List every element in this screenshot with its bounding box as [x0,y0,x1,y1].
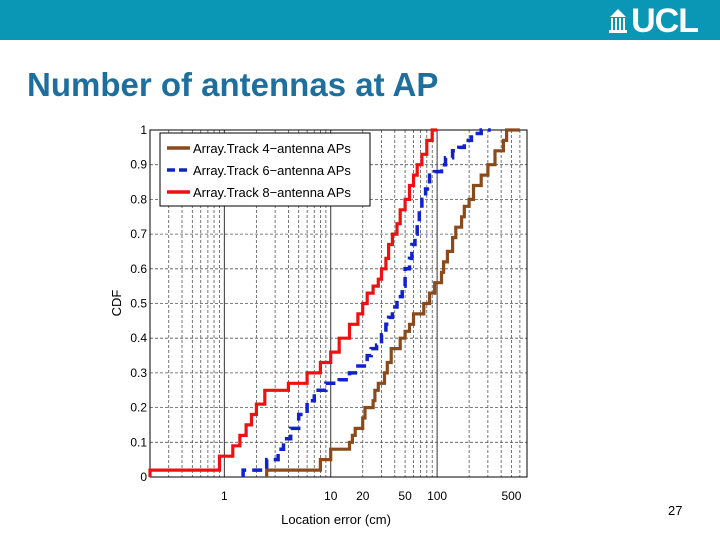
logo-text: UCL [631,2,699,40]
legend-label-3: Array.Track 8−antenna APs [193,185,351,200]
plot-frame [149,129,528,478]
ucl-logo: UCL [609,2,699,40]
x-tick-label: 1 [221,489,228,503]
page-number: 27 [668,503,683,518]
y-tick-label: 0.5 [130,297,147,311]
y-tick-label: 0.4 [130,331,147,345]
legend-label-2: Array.Track 6−antenna APs [193,163,351,178]
x-tick-label: 20 [356,489,370,503]
y-tick-label: 0.2 [130,401,147,415]
portico-icon [609,9,628,33]
series-line-3 [148,128,438,477]
x-tick-label: 50 [398,489,412,503]
tick-labels: 1 10 20 50 100 500 0 0.1 0.2 0.3 0.4 0.5 0.6 0.7 0.8 0.… [130,123,521,503]
legend-label-1: Array.Track 4−antenna APs [193,141,351,156]
y-tick-label: 0.9 [130,158,147,172]
x-axis-label: Location error (cm) [281,512,391,527]
series-layer [148,128,520,477]
y-tick-label: 1 [140,123,147,137]
series-line-1 [265,128,520,477]
y-tick-label: 0.7 [130,227,147,241]
y-tick-label: 0 [140,470,147,484]
y-tick-label: 0.6 [130,262,147,276]
y-tick-label: 0.8 [130,192,147,206]
x-tick-label: 500 [501,489,521,503]
y-tick-label: 0.3 [130,366,147,380]
y-tick-label: 0.1 [130,435,147,449]
x-tick-label: 10 [324,489,338,503]
legend-box [159,132,371,207]
header-bar: UCL [0,0,720,40]
slide-title: Number of antennas at AP [27,66,439,103]
legend: Array.Track 4−antenna APs Array.Track 6−a… [159,132,371,207]
y-axis-label: CDF [109,290,124,317]
series-line-2 [241,128,491,477]
x-tick-label: 100 [427,489,447,503]
